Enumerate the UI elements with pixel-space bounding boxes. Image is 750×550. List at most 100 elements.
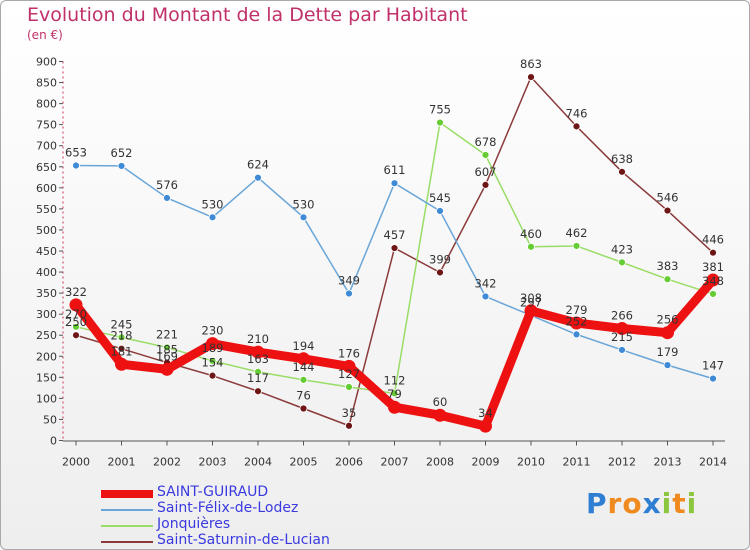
data-label-3: 250 (65, 315, 87, 329)
data-label-0: 230 (202, 324, 224, 338)
data-point-0 (479, 419, 492, 433)
data-label-3: 218 (111, 329, 133, 343)
y-tick-label: 50 (43, 413, 57, 426)
data-point-2 (436, 118, 444, 127)
data-point-0 (69, 298, 83, 312)
x-tick-label: 2003 (199, 456, 227, 469)
x-tick-label: 2013 (654, 456, 682, 469)
data-label-1: 530 (202, 197, 224, 211)
x-tick-label: 2006 (335, 456, 363, 469)
data-point-2 (163, 343, 171, 352)
legend-label: Saint-Saturnin-de-Lucian (157, 532, 330, 548)
data-label-1: 179 (657, 345, 679, 359)
data-label-3: 185 (156, 343, 178, 357)
data-label-0: 176 (338, 346, 360, 360)
data-point-3 (117, 344, 126, 353)
data-label-2: 112 (384, 373, 406, 387)
data-label-2: 462 (566, 226, 588, 240)
data-point-3 (527, 73, 535, 81)
chart-unit-label: (en €) (27, 28, 63, 42)
data-point-3 (299, 404, 308, 413)
data-point-2 (481, 151, 490, 159)
data-point-2 (117, 333, 126, 342)
x-tick-label: 2011 (563, 456, 591, 469)
data-point-2 (527, 242, 535, 251)
y-tick-label: 850 (36, 77, 57, 90)
y-tick-label: 600 (36, 182, 57, 195)
data-label-2: 144 (293, 360, 315, 374)
data-point-0 (206, 337, 219, 351)
data-point-3 (345, 421, 353, 430)
data-point-1 (254, 173, 262, 182)
data-point-1 (72, 161, 80, 170)
data-label-1: 652 (111, 146, 133, 160)
data-point-1 (618, 346, 626, 354)
data-point-0 (570, 316, 583, 330)
data-label-0: 34 (478, 406, 493, 420)
data-label-2: 678 (475, 135, 497, 149)
proxiti-logo: Proxiti (586, 487, 697, 520)
data-label-2: 270 (65, 307, 87, 321)
y-tick-label: 450 (36, 245, 57, 258)
data-label-2: 127 (338, 367, 360, 381)
y-tick-label: 900 (36, 56, 57, 69)
data-point-0 (661, 326, 674, 340)
data-point-3 (72, 331, 80, 340)
data-point-3 (572, 122, 581, 131)
data-label-1: 252 (566, 314, 588, 328)
x-tick-label: 2012 (608, 456, 636, 469)
y-tick-label: 500 (36, 224, 57, 237)
data-point-0 (251, 345, 265, 359)
data-point-2 (208, 357, 217, 365)
y-tick-label: 550 (36, 203, 57, 216)
data-point-2 (663, 275, 672, 284)
data-point-1 (390, 179, 399, 188)
data-label-1: 215 (611, 330, 633, 344)
legend-label: Saint-Félix-de-Lodez (157, 500, 299, 516)
data-label-2: 163 (247, 352, 269, 366)
data-point-2 (254, 367, 262, 376)
logo-letter: o (622, 487, 643, 520)
y-tick-label: 350 (36, 287, 57, 300)
data-point-1 (208, 213, 217, 222)
data-label-0: 279 (566, 303, 588, 317)
data-label-0: 308 (520, 291, 542, 305)
y-tick-label: 400 (36, 266, 57, 279)
data-point-3 (254, 387, 262, 396)
data-point-3 (208, 371, 217, 380)
data-label-3: 546 (657, 191, 679, 205)
y-tick-label: 650 (36, 161, 57, 174)
data-label-3: 607 (475, 165, 497, 179)
x-tick-label: 2007 (381, 456, 409, 469)
data-point-3 (390, 244, 399, 252)
data-point-1 (663, 361, 672, 370)
legend-swatch (101, 541, 153, 543)
data-point-1 (163, 194, 171, 202)
data-point-0 (524, 304, 538, 318)
data-label-1: 611 (384, 163, 406, 177)
y-tick-label: 250 (36, 329, 57, 342)
data-label-3: 746 (566, 106, 588, 120)
logo-letter: t (672, 487, 687, 520)
data-label-3: 638 (611, 152, 633, 166)
x-tick-label: 2010 (517, 456, 545, 469)
data-label-0: 266 (611, 308, 633, 322)
data-label-2: 755 (429, 103, 451, 117)
y-tick-label: 200 (36, 350, 57, 363)
data-point-2 (572, 242, 581, 250)
data-point-1 (481, 292, 490, 301)
chart-title: Evolution du Montant de la Dette par Hab… (27, 4, 468, 26)
data-label-1: 147 (702, 359, 724, 373)
data-point-3 (436, 268, 444, 277)
data-point-0 (388, 400, 401, 414)
y-tick-label: 750 (36, 119, 57, 132)
x-tick-label: 2014 (699, 456, 727, 469)
data-point-3 (709, 248, 717, 257)
logo-letter: r (607, 487, 623, 520)
y-tick-label: 300 (36, 308, 57, 321)
data-label-0: 79 (387, 387, 402, 401)
data-point-1 (709, 374, 717, 383)
y-tick-label: 700 (36, 140, 57, 153)
